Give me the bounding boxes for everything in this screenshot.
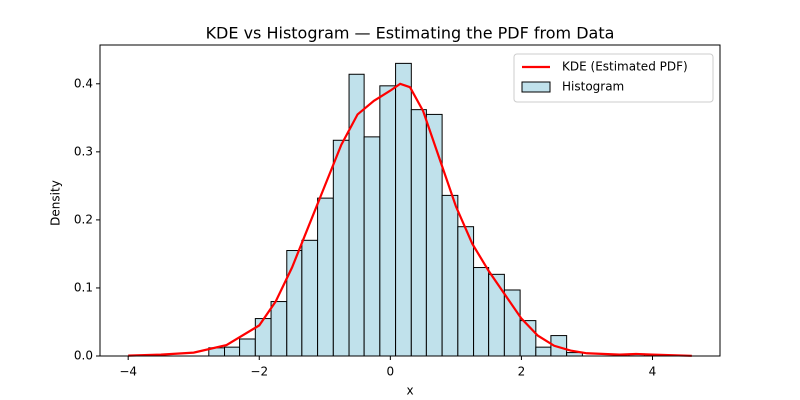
histogram-bar: [473, 267, 490, 357]
y-tick-label: 0.4: [74, 76, 93, 90]
y-tick-label: 0.2: [74, 212, 93, 226]
legend-label: KDE (Estimated PDF): [562, 60, 688, 74]
histogram-bar: [488, 273, 505, 357]
histogram-bar: [379, 85, 397, 357]
histogram-bar: [425, 113, 443, 357]
histogram-bar: [286, 250, 303, 357]
kde-line: [128, 82, 692, 357]
histogram-bar: [317, 197, 334, 357]
chart-title: KDE vs Histogram — Estimating the PDF fr…: [206, 24, 615, 43]
y-tick-label: 0.3: [74, 144, 93, 158]
x-tick-label: −4: [119, 365, 137, 379]
histogram-bar: [503, 289, 521, 357]
legend-box: [513, 53, 714, 103]
histogram-bar: [363, 136, 381, 357]
histogram-bar: [254, 318, 272, 357]
histogram-bar: [395, 62, 412, 357]
legend-label: Histogram: [562, 80, 624, 94]
x-tick-label: −2: [250, 365, 268, 379]
histogram-bar: [224, 346, 241, 357]
y-tick-label: 0.0: [74, 349, 93, 363]
x-tick-label: 4: [649, 365, 657, 379]
histogram-bar: [535, 346, 552, 357]
y-tick-label: 0.1: [74, 280, 93, 294]
x-tick-label: 0: [387, 365, 395, 379]
histogram-bar: [239, 338, 256, 357]
histogram-bar: [301, 239, 319, 357]
histogram-bar: [457, 226, 475, 357]
histogram-bar: [410, 109, 427, 357]
histogram-bar: [270, 301, 288, 357]
x-tick-label: 2: [518, 365, 526, 379]
y-axis-label: Density: [49, 180, 63, 226]
plot-frame: [99, 44, 721, 357]
histogram-bar: [332, 139, 350, 357]
x-axis-label: x: [406, 384, 413, 398]
histogram-bar: [441, 194, 459, 357]
legend-patch: [521, 81, 551, 93]
